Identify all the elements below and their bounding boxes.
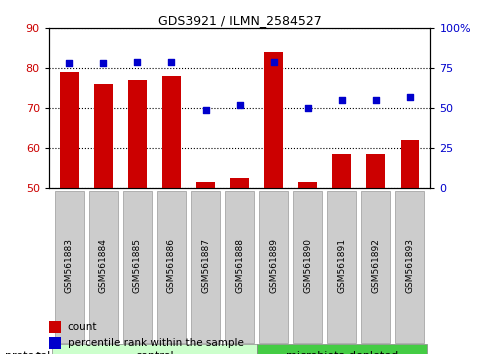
Bar: [326, 191, 356, 343]
Text: GSM561885: GSM561885: [133, 238, 142, 293]
Bar: [230, 178, 248, 188]
Text: GSM561886: GSM561886: [167, 238, 176, 293]
Text: count: count: [67, 322, 97, 332]
Bar: [298, 182, 316, 188]
Text: GSM561891: GSM561891: [337, 238, 346, 293]
Bar: [122, 191, 152, 343]
Point: [371, 97, 379, 103]
Bar: [157, 191, 185, 343]
Point: [201, 107, 209, 113]
Point: [65, 61, 73, 66]
Bar: [395, 191, 424, 343]
Bar: [60, 72, 79, 188]
Text: percentile rank within the sample: percentile rank within the sample: [67, 338, 243, 348]
Bar: [293, 191, 322, 343]
Bar: [191, 191, 220, 343]
Point: [269, 59, 277, 65]
Text: GSM561888: GSM561888: [235, 238, 244, 293]
Bar: [128, 80, 146, 188]
Point: [167, 59, 175, 65]
Bar: [49, 337, 61, 349]
Bar: [52, 344, 256, 354]
Bar: [94, 84, 113, 188]
Bar: [259, 191, 287, 343]
Point: [405, 94, 413, 100]
Point: [99, 61, 107, 66]
Text: GSM561892: GSM561892: [370, 238, 380, 293]
Bar: [55, 191, 83, 343]
Text: GSM561887: GSM561887: [201, 238, 210, 293]
Text: GSM561893: GSM561893: [405, 238, 413, 293]
Text: GSM561883: GSM561883: [65, 238, 74, 293]
Bar: [256, 344, 426, 354]
Bar: [332, 154, 350, 188]
Bar: [361, 191, 389, 343]
Bar: [264, 52, 283, 188]
Point: [235, 102, 243, 108]
Bar: [366, 154, 385, 188]
Bar: [162, 76, 181, 188]
Point: [337, 97, 345, 103]
Bar: [89, 191, 118, 343]
Text: control: control: [135, 351, 173, 354]
Point: [303, 105, 311, 111]
Bar: [49, 321, 61, 333]
Bar: [196, 182, 215, 188]
Text: GSM561889: GSM561889: [268, 238, 278, 293]
Bar: [224, 191, 254, 343]
Text: GSM561884: GSM561884: [99, 238, 108, 293]
Title: GDS3921 / ILMN_2584527: GDS3921 / ILMN_2584527: [158, 14, 321, 27]
Text: microbiota depleted: microbiota depleted: [285, 351, 397, 354]
Bar: [400, 140, 418, 188]
Text: protocol: protocol: [5, 351, 50, 354]
Point: [133, 59, 141, 65]
Text: GSM561890: GSM561890: [303, 238, 311, 293]
